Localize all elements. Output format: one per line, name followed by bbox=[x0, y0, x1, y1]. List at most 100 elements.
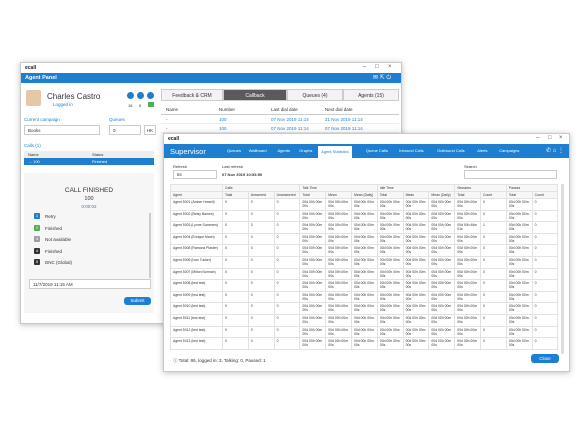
column-header: Mean bbox=[402, 191, 430, 199]
cell: 00d 00h 00m 00s bbox=[402, 279, 430, 292]
close-button[interactable]: Close bbox=[531, 354, 559, 363]
tab[interactable]: Agents (15) bbox=[343, 89, 399, 101]
cell: 00d 00h 00m 00s bbox=[351, 255, 378, 269]
cell: 00d 00h 00m 00s bbox=[428, 198, 456, 211]
cell: 0 bbox=[273, 198, 301, 211]
nav-tab[interactable]: Wallboard bbox=[248, 148, 267, 153]
cell: 0 bbox=[222, 255, 249, 269]
disposition-label[interactable]: Finished bbox=[45, 225, 63, 231]
queues-button[interactable]: HK bbox=[144, 125, 156, 135]
cell: Agent 5003 (Lynne Summers) bbox=[170, 221, 223, 234]
nav-tab[interactable]: Outbound Calls bbox=[437, 148, 465, 153]
cell: 0 bbox=[531, 244, 559, 257]
column-header: Total bbox=[299, 191, 327, 199]
header-row: Agent Total Answered Unanswered Total Mean Mea… bbox=[170, 191, 559, 199]
cell: 00d 00h 00m 00s bbox=[351, 221, 378, 234]
header-icons[interactable]: ✉ ⇱ ⏻ bbox=[373, 75, 392, 81]
tab[interactable]: Queues (4) bbox=[287, 89, 343, 101]
header-icons[interactable]: ✆ ⌂ ⋮ bbox=[546, 148, 564, 154]
nav-tab[interactable]: Queue Calls bbox=[365, 148, 388, 153]
submit-button[interactable]: Submit bbox=[124, 297, 151, 305]
cell: 00d 00h 00m 00s bbox=[299, 232, 327, 246]
badge: 5 bbox=[139, 103, 142, 108]
call-panel: CALL FINISHED 100 0:00:02 1 Retry 2 Finishe… bbox=[24, 173, 154, 313]
cell: 0 bbox=[480, 267, 507, 281]
cell: 0 bbox=[222, 325, 249, 339]
nav-tab[interactable]: Queues bbox=[227, 148, 242, 153]
minimize[interactable]: – bbox=[536, 135, 540, 141]
cell: 00d 00h 00m 00s bbox=[505, 337, 533, 350]
cell: 00d 00h 00m 00s bbox=[351, 232, 378, 246]
close-window[interactable]: × bbox=[559, 135, 563, 141]
cell: 00d 00h 00m 00s bbox=[454, 232, 482, 246]
close-window[interactable]: × bbox=[388, 64, 392, 70]
cell: 00d 00h 00m 00s bbox=[402, 232, 430, 246]
phone-icon[interactable] bbox=[137, 92, 144, 99]
cell: 00d 00h 00m 00s bbox=[325, 244, 353, 257]
cell: 0 bbox=[247, 325, 275, 339]
maximize[interactable]: □ bbox=[548, 135, 552, 141]
cell: 00d 00h 00m 00s bbox=[454, 255, 482, 269]
cell: Agent 5006 (Ivan Tucker) bbox=[170, 255, 223, 269]
cell: 00d 00h 00m 00s bbox=[454, 290, 482, 304]
cell: 0 bbox=[247, 279, 275, 292]
column-header: Count bbox=[480, 191, 507, 199]
cell: 0 bbox=[247, 255, 275, 269]
disposition-label[interactable]: Finished bbox=[45, 248, 63, 254]
cell: Agent 5005 (Ramona Plaster) bbox=[170, 244, 223, 257]
cell: 00d 00h 00m 00s bbox=[428, 221, 456, 234]
cell: 00d 00h 00m 00s bbox=[505, 302, 533, 315]
datetime-input[interactable]: 11/7/2019 11:15 AM bbox=[29, 279, 151, 289]
cell: 00d 00h 00m 00s bbox=[505, 209, 533, 223]
disposition-label[interactable]: DNC (Global) bbox=[45, 260, 73, 265]
column-header: Agent bbox=[170, 191, 223, 199]
cell: 0 bbox=[531, 267, 559, 281]
search-input[interactable] bbox=[464, 170, 557, 179]
phone-icon[interactable] bbox=[127, 92, 134, 99]
maximize[interactable]: □ bbox=[375, 64, 379, 70]
cell: 00d 00h 00m 00s bbox=[376, 255, 404, 269]
cell: 0 bbox=[222, 279, 249, 292]
cell: - bbox=[166, 116, 168, 122]
column-header: Status bbox=[92, 152, 104, 157]
cell: 00d 00h 00m 00s bbox=[325, 337, 353, 350]
disposition-label[interactable]: Retry bbox=[45, 214, 56, 219]
cell: 00d 00h 00m 00s bbox=[505, 267, 533, 281]
nav-tab[interactable]: Inbound Calls bbox=[399, 148, 424, 153]
column-header: Name bbox=[166, 107, 179, 112]
refresh-select[interactable]: 5s bbox=[173, 170, 217, 179]
cell: 00d 00h 00m 00s bbox=[505, 290, 533, 304]
call-row[interactable]: → 100 Finished bbox=[24, 158, 154, 165]
stats-row: Agent 5013 (test test) 0 0 0 00d 00h 00m 00s… bbox=[170, 337, 559, 350]
stats-row: Agent 5004 (Enrique Marin) 0 0 0 00d 00h 00m… bbox=[170, 232, 559, 246]
callback-header: Name Number Last dial date Next dial date bbox=[161, 105, 399, 115]
cell: 00d 00h 00m 00s bbox=[376, 279, 404, 292]
nav-tab[interactable]: Alerts bbox=[477, 148, 488, 153]
column-header: Total bbox=[505, 191, 533, 199]
nav-tab[interactable]: Agents bbox=[277, 148, 290, 153]
info-icon[interactable] bbox=[147, 92, 154, 99]
cell: 00d 00h 00m 00s bbox=[351, 290, 378, 304]
tab[interactable]: Callback bbox=[223, 89, 287, 101]
stats-row: Agent 5008 (test test) 0 0 0 00d 00h 00m 00s… bbox=[170, 279, 559, 292]
nav-tab[interactable]: Graphs bbox=[299, 148, 313, 153]
cell: 00d 00h 00m 00s bbox=[402, 302, 430, 315]
column-header: Total bbox=[376, 191, 404, 199]
minimize[interactable]: – bbox=[363, 64, 367, 70]
footer-summary: ⓘ Total: 86, logged in: 3, Talking: 0, P… bbox=[173, 358, 266, 363]
disposition-key: 3 bbox=[34, 236, 40, 242]
nav-tab[interactable]: Agent Statistics bbox=[318, 146, 352, 158]
tab[interactable]: Feedback & CRM bbox=[161, 89, 223, 101]
group-header: Idle Time bbox=[376, 184, 456, 192]
calls-title: Calls (1) bbox=[24, 143, 41, 148]
disposition-key: 4 bbox=[34, 247, 40, 254]
cell: 00d 00h 00m 00s bbox=[505, 232, 533, 246]
disposition-label[interactable]: Not available bbox=[45, 237, 72, 242]
campaign-label: Current campaign bbox=[24, 117, 60, 122]
group-row: Calls Talk Time Idle Time Sessions Pauses bbox=[170, 184, 559, 192]
cell: 00d 00h 00m 00s bbox=[351, 302, 378, 315]
cell: 07 Nov 2019 11:14 bbox=[271, 125, 309, 131]
campaign-select[interactable]: Books bbox=[24, 125, 100, 135]
cell: 0 bbox=[222, 313, 249, 327]
nav-tab[interactable]: Campaigns bbox=[499, 148, 520, 153]
